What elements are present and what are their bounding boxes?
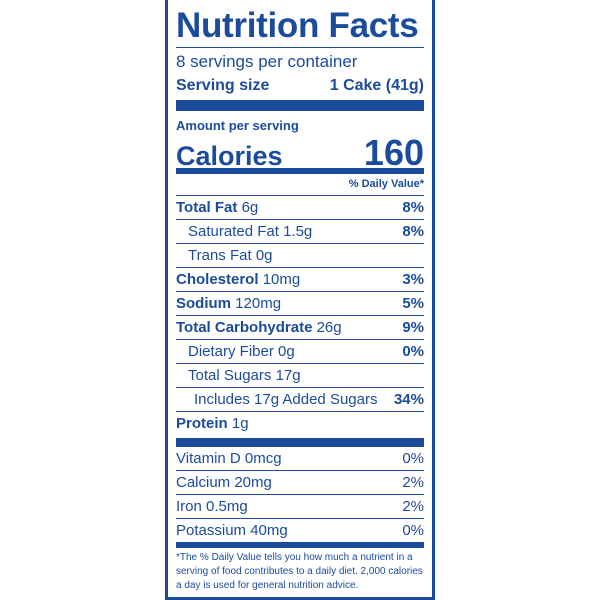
nutrient-name: Cholesterol	[176, 271, 259, 288]
nutrient-amount: 6g	[241, 199, 259, 216]
serving-size-label: Serving size	[176, 77, 270, 94]
nutrient-label: Total Fat 6g	[176, 196, 258, 219]
nutrient-amount: 1.5g	[283, 223, 313, 240]
medium-divider	[176, 542, 424, 548]
nutrient-amount: 10mg	[262, 271, 301, 288]
nutrient-daily-value: 8%	[402, 199, 424, 216]
nutrient-row: Cholesterol 10mg 3%	[176, 268, 424, 292]
nutrient-daily-value: 34%	[393, 391, 424, 408]
divider	[176, 195, 424, 196]
vitamin-label: Potassium 40mg	[176, 522, 288, 539]
vitamin-daily-value: 0%	[402, 450, 424, 467]
nutrient-amount: 0g	[278, 343, 295, 360]
nutrient-label: Saturated Fat 1.5g	[188, 220, 312, 243]
nutrient-amount: 17g	[275, 367, 301, 384]
daily-value-header: % Daily Value*	[348, 178, 424, 190]
nutrient-row: Protein 1g	[176, 412, 424, 435]
nutrient-list: Total Fat 6g 8% Saturated Fat 1.5g 8% Trans …	[176, 196, 424, 435]
calories-row: Calories 160	[176, 132, 424, 174]
calories-label: Calories	[176, 141, 283, 171]
vitamin-label: Vitamin D 0mcg	[176, 450, 282, 467]
thick-divider	[176, 100, 424, 111]
label-title: Nutrition Facts	[176, 6, 419, 45]
vitamin-daily-value: 0%	[402, 522, 424, 539]
nutrient-daily-value: 0%	[402, 343, 424, 360]
nutrient-amount: 0g	[255, 247, 273, 264]
nutrient-row: Total Sugars 17g	[176, 364, 424, 388]
nutrient-name: Sodium	[176, 295, 231, 312]
vitamin-daily-value: 2%	[402, 474, 424, 491]
nutrient-row: Saturated Fat 1.5g 8%	[176, 220, 424, 244]
nutrient-name: Saturated Fat	[188, 223, 279, 240]
nutrient-daily-value: 8%	[402, 223, 424, 240]
nutrient-daily-value: 9%	[402, 319, 424, 336]
nutrient-label: Dietary Fiber 0g	[188, 340, 295, 363]
nutrient-label: Total Sugars 17g	[188, 364, 301, 387]
vitamin-row: Iron 0.5mg 2%	[176, 495, 424, 519]
nutrient-name: Trans Fat	[188, 247, 252, 264]
medium-divider	[176, 168, 424, 174]
nutrient-label: Protein 1g	[176, 412, 249, 435]
vitamin-list: Vitamin D 0mcg 0% Calcium 20mg 2% Iron 0.5mg…	[176, 447, 424, 542]
nutrient-name: Total Sugars	[188, 367, 272, 384]
vitamin-label: Iron 0.5mg	[176, 498, 248, 515]
nutrient-row: Total Carbohydrate 26g 9%	[176, 316, 424, 340]
nutrient-amount: 120mg	[235, 295, 282, 312]
nutrient-amount: 26g	[316, 319, 342, 336]
footnote: *The % Daily Value tells you how much a …	[176, 552, 423, 591]
calories-value: 160	[363, 132, 424, 173]
vitamin-label: Calcium 20mg	[176, 474, 272, 491]
serving-size-row: Serving size 1 Cake (41g)	[176, 74, 424, 97]
thick-divider	[176, 438, 424, 447]
serving-size-value: 1 Cake (41g)	[329, 77, 424, 94]
nutrient-name: Total Fat	[176, 199, 238, 216]
vitamin-daily-value: 2%	[402, 498, 424, 515]
nutrient-label: Trans Fat 0g	[188, 244, 273, 267]
vitamin-row: Calcium 20mg 2%	[176, 471, 424, 495]
nutrient-row: Trans Fat 0g	[176, 244, 424, 268]
nutrient-label: Cholesterol 10mg	[176, 268, 300, 291]
nutrient-name: Total Carbohydrate	[176, 319, 313, 336]
servings-per-container: 8 servings per container	[176, 52, 358, 71]
nutrient-amount: 1g	[231, 415, 249, 432]
vitamin-row: Vitamin D 0mcg 0%	[176, 447, 424, 471]
nutrition-facts-label: Nutrition Facts 8 servings per container…	[165, 0, 435, 600]
nutrient-row: Dietary Fiber 0g 0%	[176, 340, 424, 364]
nutrient-label: Total Carbohydrate 26g	[176, 316, 342, 339]
divider	[176, 47, 424, 48]
nutrient-row: Sodium 120mg 5%	[176, 292, 424, 316]
nutrient-daily-value: 3%	[402, 271, 424, 288]
vitamin-row: Potassium 40mg 0%	[176, 519, 424, 542]
amount-per-serving: Amount per serving	[176, 118, 299, 133]
nutrient-label: Sodium 120mg	[176, 292, 281, 315]
nutrient-row: Includes 17g Added Sugars 34%	[176, 388, 424, 412]
nutrient-name: Protein	[176, 415, 228, 432]
nutrient-name: Dietary Fiber	[188, 343, 274, 360]
nutrient-row: Total Fat 6g 8%	[176, 196, 424, 220]
nutrient-name: Includes 17g Added Sugars	[194, 391, 378, 408]
nutrient-daily-value: 5%	[402, 295, 424, 312]
nutrient-label: Includes 17g Added Sugars	[194, 388, 377, 411]
